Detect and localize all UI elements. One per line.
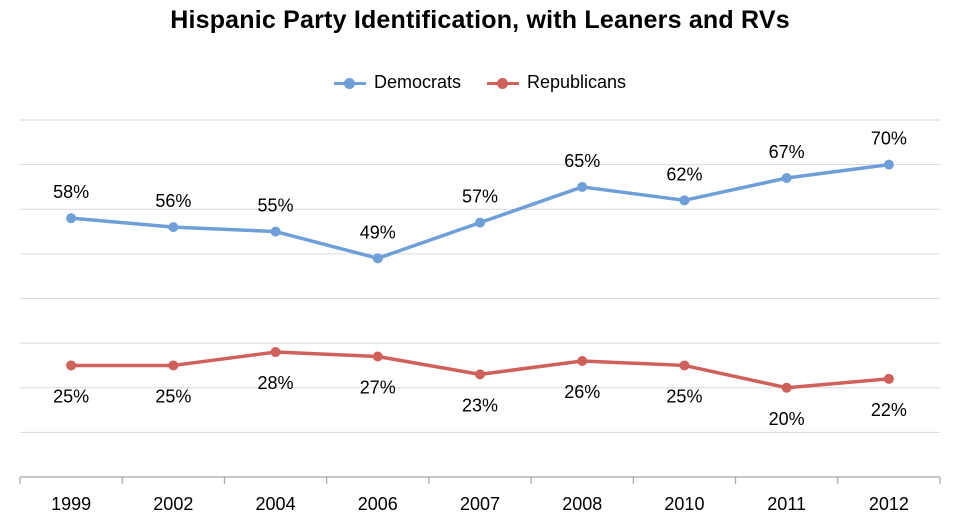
x-tick-label: 1999 [51, 494, 91, 514]
data-label-republicans: 23% [462, 395, 498, 415]
x-tick-label: 2010 [664, 494, 704, 514]
data-point-democrats [372, 253, 383, 264]
data-label-democrats: 70% [871, 129, 907, 149]
data-point-democrats [577, 181, 588, 192]
series-line-democrats [69, 162, 891, 261]
data-point-democrats [781, 173, 792, 184]
legend-label-republicans: Republicans [526, 72, 627, 92]
data-point-republicans [475, 369, 485, 380]
data-label-republicans: 26% [564, 382, 600, 402]
data-point-republicans [66, 360, 77, 371]
x-tick-label: 2008 [562, 494, 602, 514]
x-tick-label: 2002 [153, 494, 193, 514]
data-point-democrats [168, 222, 179, 233]
data-label-republicans: 27% [360, 378, 396, 398]
data-point-democrats [270, 226, 281, 237]
data-label-republicans: 20% [769, 409, 805, 429]
legend-item-republicans: Republicans [486, 72, 627, 93]
x-tick-label: 2011 [767, 494, 806, 514]
data-label-democrats: 67% [769, 142, 805, 162]
data-label-republicans: 25% [666, 386, 702, 406]
data-label-democrats: 56% [155, 191, 191, 211]
chart-title: Hispanic Party Identification, with Lean… [170, 6, 790, 34]
data-point-republicans [168, 360, 179, 371]
data-label-democrats: 58% [53, 182, 89, 202]
legend-swatch-democrats [333, 76, 366, 90]
data-label-democrats: 49% [360, 222, 396, 242]
x-tick-label: 2006 [358, 494, 398, 514]
data-point-democrats [679, 195, 690, 206]
data-point-republicans [270, 347, 281, 358]
data-point-republicans [679, 360, 690, 371]
legend: Democrats Republicans [0, 72, 960, 93]
legend-swatch-republicans [486, 76, 519, 90]
data-label-democrats: 65% [564, 151, 600, 171]
data-label-democrats: 57% [462, 187, 498, 207]
data-point-democrats [883, 159, 894, 170]
data-point-democrats [66, 213, 77, 224]
x-tick-label: 2004 [256, 494, 296, 514]
data-label-democrats: 55% [258, 196, 294, 216]
data-point-republicans [781, 382, 792, 393]
data-label-democrats: 62% [666, 164, 702, 184]
data-label-republicans: 28% [258, 373, 294, 393]
data-label-republicans: 25% [155, 386, 191, 406]
data-point-republicans [883, 373, 894, 384]
data-point-democrats [475, 217, 485, 228]
legend-item-democrats: Democrats [333, 72, 461, 93]
data-point-republicans [577, 355, 588, 366]
x-tick-label: 2007 [460, 494, 500, 514]
x-tick-label: 2012 [869, 494, 909, 514]
data-point-republicans [372, 351, 383, 362]
data-label-republicans: 25% [53, 386, 89, 406]
data-label-republicans: 22% [871, 400, 907, 420]
legend-label-democrats: Democrats [373, 72, 461, 92]
